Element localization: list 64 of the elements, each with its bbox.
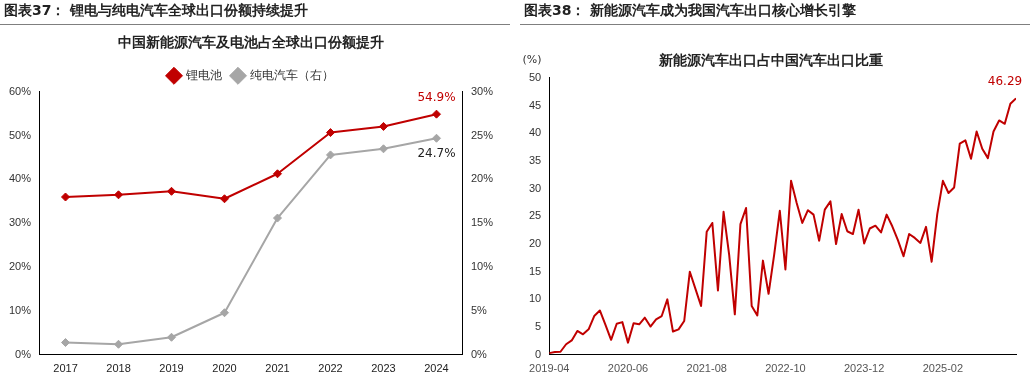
y-tick-label: 35 [528, 153, 542, 166]
x-tick-label: 2021-08 [686, 362, 727, 375]
y-tick-label: 30 [528, 181, 542, 194]
x-tick-label: 2019 [159, 362, 184, 375]
y-tick-label: 45 [528, 98, 542, 111]
y-tick-label: 10% [8, 304, 32, 316]
y-tick-label: 30% [8, 216, 32, 229]
y-tick-label: 25 [528, 209, 542, 222]
chart-subtitle: 中国新能源汽车及电池占全球出口份额提升 [118, 34, 384, 51]
y-tick-label: 40 [528, 126, 542, 139]
point [114, 339, 124, 349]
data-label: 46.29 [987, 74, 1023, 89]
x-tick-label: 2025-02 [922, 362, 964, 375]
x-tick-label: 2024 [424, 362, 449, 375]
point [220, 194, 229, 204]
point [167, 186, 177, 196]
point [61, 192, 71, 202]
point [378, 121, 388, 131]
y2-tick-label: 0% [470, 347, 488, 360]
y-axis-title: (%) [522, 53, 542, 67]
y-tick-label: 50 [528, 70, 542, 83]
y2-tick-label: 10% [470, 260, 494, 273]
y2-tick-label: 25% [470, 128, 494, 141]
y-tick-label: 40% [8, 172, 32, 185]
point [325, 128, 335, 138]
x-tick-label: 2019-04 [529, 362, 570, 375]
x-tick-label: 2022 [318, 362, 343, 375]
x-tick-label: 2020 [212, 362, 237, 375]
y-tick-label: 60% [8, 84, 32, 97]
point [325, 150, 335, 160]
y-tick-label: 10 [528, 292, 542, 305]
y-tick-label: 50% [8, 128, 32, 141]
legend-label: 锂电池 [185, 68, 222, 83]
y2-tick-label: 5% [470, 304, 488, 316]
legend-label: 纯电汽车（右） [250, 68, 334, 83]
y2-tick-label: 20% [470, 172, 494, 185]
point [273, 213, 282, 223]
y-tick-label: 20% [8, 260, 32, 273]
x-tick-label: 2021 [265, 362, 290, 375]
x-tick-label: 2018 [106, 362, 131, 375]
y2-tick-label: 15% [470, 216, 494, 229]
point [114, 190, 124, 200]
data-label: 54.9% [417, 90, 456, 105]
x-tick-label: 2023-12 [843, 362, 885, 375]
x-tick-label: 2020-06 [607, 362, 649, 375]
y-tick-label: 5 [535, 320, 542, 333]
data-label: 24.7% [417, 146, 456, 161]
y-tick-label: 15 [528, 264, 542, 277]
x-tick-label: 2023 [371, 362, 396, 375]
y-tick-label: 0 [535, 347, 542, 360]
y2-tick-label: 30% [470, 84, 494, 97]
chart-title: 图表37： 锂电与纯电汽车全球出口份额持续提升 [0, 0, 510, 25]
x-tick-label: 2022-10 [765, 362, 806, 375]
point [167, 332, 177, 342]
chart-title: 图表38： 新能源汽车成为我国汽车出口核心增长引擎 [520, 0, 1030, 25]
y-tick-label: 0% [15, 347, 32, 360]
chart-subtitle: 新能源汽车出口占中国汽车出口比重 [658, 52, 883, 69]
x-tick-label: 2017 [53, 362, 78, 375]
point [431, 109, 441, 119]
y-tick-label: 20 [528, 237, 542, 250]
point [220, 308, 229, 318]
point [273, 169, 282, 179]
point [431, 133, 441, 143]
point [378, 144, 388, 154]
